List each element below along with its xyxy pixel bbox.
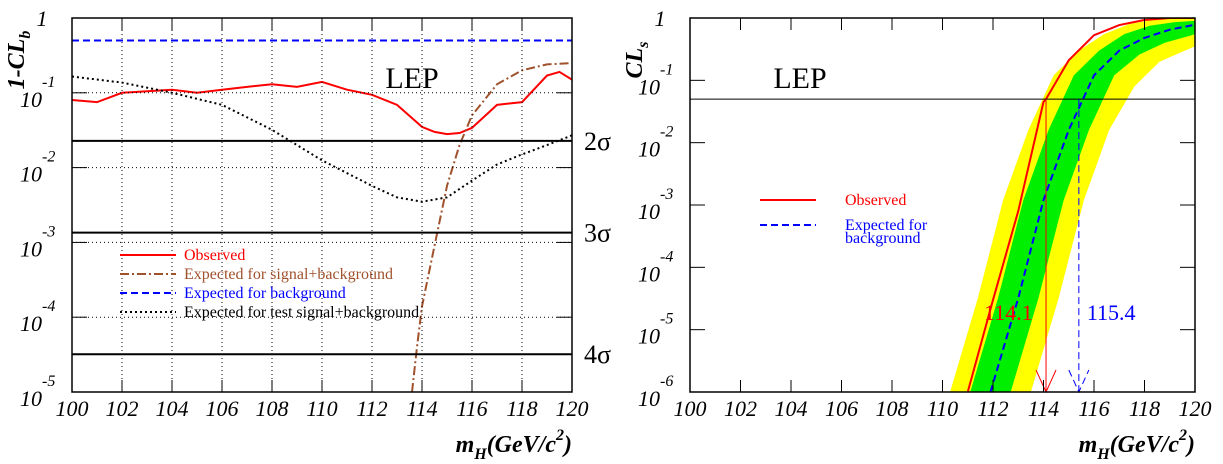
- x-tick-label: 108: [256, 396, 289, 421]
- legend-label: Expected for: [845, 217, 928, 234]
- series-line: [72, 70, 572, 136]
- exponent: -4: [42, 298, 55, 315]
- x-label-part: m: [1079, 432, 1098, 458]
- y-tick-label: 10-3: [20, 223, 55, 261]
- plot-area: [950, 18, 1195, 392]
- legend-label: Expected for test signal+background: [184, 304, 419, 321]
- chart-panel: 2σ 3σ 4σ 100 102 104 106 108 110 112 114 116 118 120 1…: [4, 6, 611, 463]
- sigma-label: 2σ: [584, 127, 611, 156]
- y-axis-label: 1-CLb: [4, 31, 34, 90]
- series-line: [989, 23, 1195, 392]
- x-tick-label: 112: [356, 396, 387, 421]
- x-label-part: m: [456, 432, 475, 458]
- y-tick-label: 10-5: [638, 311, 673, 349]
- limit-label: 115.4: [1087, 300, 1136, 325]
- series-line: [966, 18, 1195, 392]
- y-tick-label: 10-2: [20, 149, 55, 187]
- y-tick-label: 10-2: [638, 124, 673, 162]
- band: [950, 18, 1195, 392]
- annotation: LEP: [773, 62, 826, 95]
- x-label-part: ): [562, 432, 572, 458]
- x-tick-label: 116: [1078, 396, 1109, 421]
- x-tick-label: 102: [106, 396, 139, 421]
- y-tick-label: 10-4: [638, 248, 673, 286]
- legend-label: Expected for signal+background: [184, 266, 393, 283]
- x-tick-label: 114: [1028, 396, 1059, 421]
- x-tick-label: 106: [206, 396, 239, 421]
- x-tick-label: 112: [977, 396, 1008, 421]
- legend-label: Expected for background: [184, 285, 346, 302]
- series-line: [72, 75, 572, 203]
- x-tick-label: 120: [1179, 396, 1212, 421]
- x-label-part: (GeV/c: [1110, 432, 1180, 458]
- exponent: -6: [660, 373, 673, 390]
- legend-label: Observed: [184, 247, 245, 264]
- y-tick-label: 10-3: [638, 186, 673, 224]
- plot-area: [72, 39, 572, 392]
- x-label-part: H: [1096, 446, 1110, 463]
- annotation: LEP: [385, 62, 438, 95]
- y-axis-label: CLs: [622, 42, 652, 79]
- x-tick-label: 106: [825, 396, 858, 421]
- x-tick-label: 100: [56, 396, 89, 421]
- y-tick-label: 1: [655, 6, 666, 31]
- band: [970, 20, 1195, 392]
- y-label-sub: s: [635, 42, 652, 49]
- y-label-main: CL: [622, 48, 648, 79]
- exponent: -2: [42, 149, 55, 166]
- x-tick-label: 102: [724, 396, 757, 421]
- sigma-label: 3σ: [584, 219, 611, 248]
- exponent: -1: [42, 74, 55, 91]
- exponent: -1: [660, 61, 673, 78]
- legend-label: Observed: [845, 192, 906, 209]
- y-tick-label: 10-4: [20, 298, 55, 336]
- limit-label: 114.1: [984, 300, 1033, 325]
- x-tick-label: 116: [456, 396, 487, 421]
- x-tick-label: 114: [406, 396, 437, 421]
- x-tick-label: 118: [1129, 396, 1160, 421]
- y-tick-label: 10-5: [20, 373, 55, 411]
- y-label-main: 1-CL: [4, 39, 30, 90]
- x-axis-label: mH(GeV/c2): [1079, 427, 1195, 463]
- exponent: -2: [660, 124, 673, 141]
- exponent: -5: [660, 311, 673, 328]
- x-label-part: (GeV/c: [487, 432, 557, 458]
- sigma-label: 4σ: [584, 340, 611, 369]
- x-tick-label: 120: [556, 396, 589, 421]
- x-tick-label: 100: [674, 396, 707, 421]
- exponent: -4: [660, 248, 673, 265]
- legend-label: background: [845, 230, 921, 247]
- y-label-sub: b: [17, 31, 34, 39]
- exponent: -3: [42, 223, 55, 240]
- exponent: -3: [660, 186, 673, 203]
- x-tick-label: 110: [927, 396, 958, 421]
- x-label-part: 2: [1178, 427, 1187, 444]
- chart-panel: 114.1 115.4 100 102 104 106 108 110 112 114 116 118…: [622, 6, 1212, 463]
- x-tick-label: 110: [306, 396, 337, 421]
- x-label-part: 2: [555, 427, 564, 444]
- x-tick-label: 104: [775, 396, 808, 421]
- x-tick-label: 108: [876, 396, 909, 421]
- x-axis-label: mH(GeV/c2): [456, 427, 572, 463]
- series-line: [411, 62, 572, 392]
- x-tick-label: 118: [506, 396, 537, 421]
- exponent: -5: [42, 373, 55, 390]
- x-label-part: ): [1185, 432, 1195, 458]
- y-tick-label: 10-6: [638, 373, 673, 411]
- y-tick-label: 1: [37, 6, 48, 31]
- x-label-part: H: [473, 446, 487, 463]
- x-tick-label: 104: [156, 396, 189, 421]
